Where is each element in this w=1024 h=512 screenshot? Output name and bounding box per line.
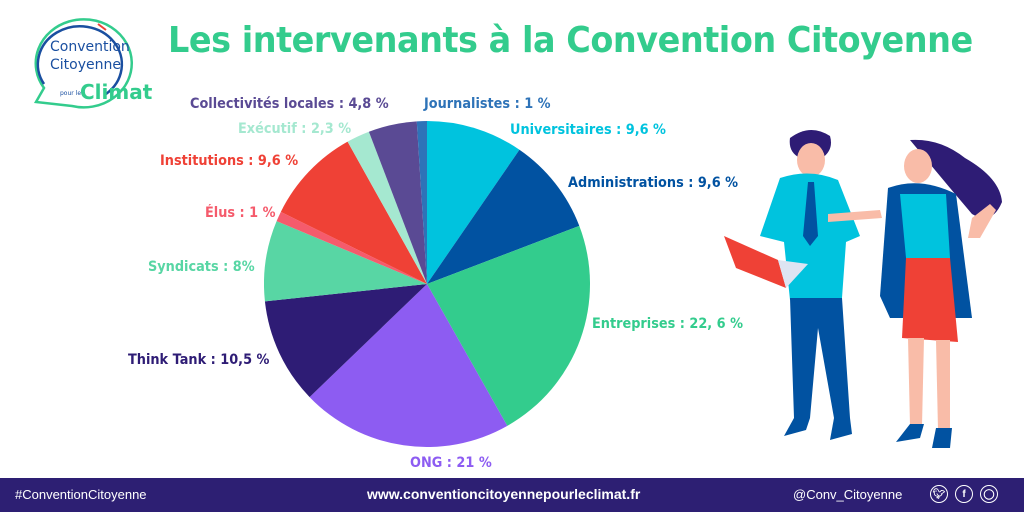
footer-bar: #ConventionCitoyenne www.conventioncitoy… <box>0 478 1024 512</box>
instagram-icon[interactable]: ◯ <box>980 485 998 503</box>
pie-slice-journalistes <box>416 121 427 284</box>
logo-text: Convention Citoyenne <box>50 38 130 74</box>
label-universitaires: Universitaires : 9,6 % <box>510 122 666 138</box>
pie-slice-ong <box>309 284 508 447</box>
page-title: Les intervenants à la Convention Citoyen… <box>168 20 973 61</box>
facebook-icon[interactable]: f <box>955 485 973 503</box>
label-collectivites: Collectivités locales : 4,8 % <box>190 96 389 112</box>
logo-line1: Convention <box>50 39 130 55</box>
pie-slice-universitaires <box>427 121 520 284</box>
social-icons: 🐦︎ f ◯ <box>930 485 998 503</box>
label-think-tank: Think Tank : 10,5 % <box>128 352 270 368</box>
pie-chart <box>264 121 590 447</box>
people-illustration <box>724 129 1002 448</box>
pie-slice-collectivit-s-locales <box>368 121 427 284</box>
woman-figure <box>880 139 1002 448</box>
label-ong: ONG : 21 % <box>410 455 492 471</box>
label-syndicats: Syndicats : 8% <box>148 259 255 275</box>
footer-hashtag[interactable]: #ConventionCitoyenne <box>15 487 147 502</box>
label-journalistes: Journalistes : 1 % <box>424 96 551 112</box>
logo: Convention Citoyenne pour le Climat <box>14 14 152 114</box>
twitter-icon[interactable]: 🐦︎ <box>930 485 948 503</box>
label-administrations: Administrations : 9,6 % <box>568 175 739 191</box>
pie-slice-institutions <box>280 141 427 284</box>
footer-url-link[interactable]: www.conventioncitoyennepourleclimat.fr <box>367 486 641 502</box>
label-executif: Exécutif : 2,3 % <box>238 121 352 137</box>
logo-climat: Climat <box>80 80 153 104</box>
pie-slice--lus <box>276 211 427 284</box>
footer-handle[interactable]: @Conv_Citoyenne <box>793 487 903 502</box>
label-elus: Élus : 1 % <box>205 205 276 221</box>
pie-slice-syndicats <box>264 221 427 302</box>
pie-slice-administrations <box>427 149 580 284</box>
logo-line2: Citoyenne <box>50 57 121 73</box>
pie-slice-ex-cutif <box>347 131 427 284</box>
label-institutions: Institutions : 9,6 % <box>160 153 299 169</box>
man-figure <box>724 129 882 440</box>
speech-bubble-icon <box>33 18 133 109</box>
logo-small: pour le <box>60 90 82 97</box>
pie-slice-entreprises <box>427 225 590 426</box>
label-entreprises: Entreprises : 22, 6 % <box>592 316 744 332</box>
pie-slice-think-tank <box>264 284 427 398</box>
